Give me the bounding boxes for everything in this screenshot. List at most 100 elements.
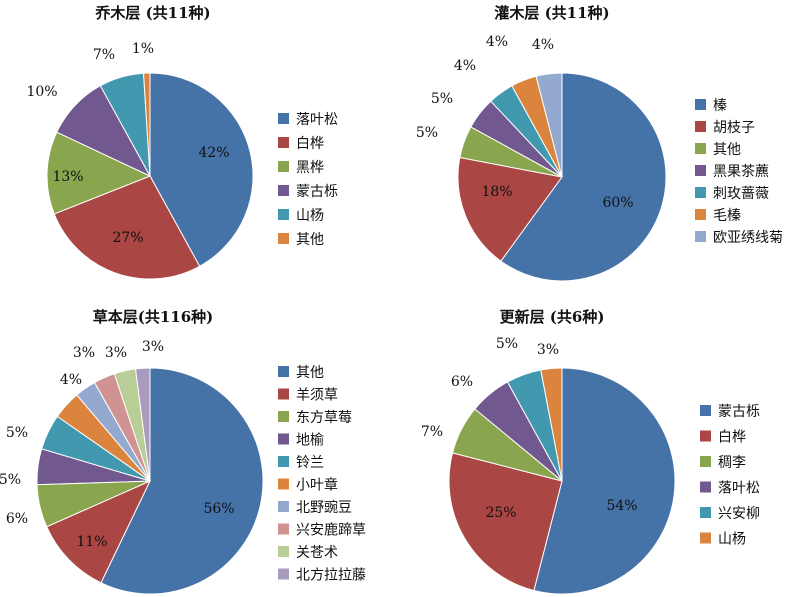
legend-label-7: 北野豌豆 (296, 500, 352, 516)
legend-swatch-2 (695, 121, 706, 132)
slice-label-1: 42% (198, 145, 229, 161)
legend-swatch-5 (278, 456, 289, 467)
legend-label-6: 山杨 (718, 532, 746, 548)
slice-label-1: 54% (606, 498, 637, 514)
slice-label-6: 1% (132, 41, 154, 57)
legend-swatch-8 (278, 523, 289, 535)
legend-label-2: 胡枝子 (713, 120, 755, 136)
legend-label-1: 其他 (296, 365, 324, 381)
slice-label-4: 5% (0, 472, 21, 488)
legend-swatch-3 (278, 161, 289, 172)
slice-label-8: 3% (105, 345, 127, 361)
legend-label-3: 东方草莓 (296, 410, 352, 426)
slice-label-5: 5% (496, 336, 518, 352)
legend-label-7: 欧亚绣线菊 (713, 230, 783, 246)
legend-swatch-6 (278, 233, 289, 244)
slice-label-2: 27% (112, 230, 143, 246)
legend-swatch-1 (695, 99, 706, 110)
pie-chart-2: 灌木层 (共11种) 60% 18% 5% 5% 4% 4% 4% 榛胡枝子其他黑果茶藨刺玫蔷薇… (416, 4, 783, 282)
legend-swatch-5 (278, 209, 289, 220)
legend-swatch-3 (700, 456, 711, 467)
legend-label-1: 榛 (713, 97, 727, 114)
slice-label-3: 5% (416, 125, 438, 141)
pie-slice-2 (457, 156, 563, 262)
chart-title: 更新层 (共6种) (500, 308, 605, 326)
slice-label-4: 10% (26, 84, 57, 100)
slice-label-3: 6% (6, 511, 28, 527)
legend-swatch-1 (278, 366, 289, 377)
slice-label-6: 3% (537, 342, 559, 358)
legend-swatch-4 (700, 481, 711, 493)
legend-label-2: 羊须草 (296, 388, 338, 404)
legend-label-3: 稠李 (718, 455, 746, 471)
legend-label-8: 兴安鹿蹄草 (296, 522, 366, 539)
legend-label-6: 毛榛 (713, 207, 741, 224)
legend-swatch-1 (278, 113, 289, 124)
legend-label-1: 落叶松 (296, 112, 338, 128)
legend-swatch-2 (700, 430, 711, 442)
legend-swatch-2 (278, 137, 289, 148)
pie-slice-2 (53, 175, 201, 280)
slice-label-3: 7% (421, 424, 443, 440)
legend-swatch-5 (695, 187, 706, 198)
slice-label-9: 3% (142, 339, 164, 355)
slice-label-2: 18% (481, 184, 512, 200)
legend-label-4: 落叶松 (718, 481, 760, 497)
pie-slice-1 (533, 367, 676, 595)
legend-swatch-3 (695, 143, 706, 154)
legend-label-6: 其他 (296, 232, 324, 248)
pie-slice-2 (448, 452, 563, 592)
legend-label-2: 白桦 (296, 136, 324, 152)
legend-swatch-7 (278, 501, 289, 512)
slice-label-4: 5% (431, 91, 453, 107)
legend-label-3: 黑桦 (296, 160, 324, 176)
legend-label-6: 小叶章 (296, 477, 338, 494)
pie-slice-7 (535, 72, 563, 178)
legend-swatch-6 (278, 478, 289, 490)
legend-label-5: 山杨 (296, 208, 324, 224)
pie-slice-10 (134, 367, 151, 482)
slice-label-7: 3% (73, 345, 95, 361)
pie-slice-1 (500, 72, 667, 282)
pie-slice-3 (46, 131, 152, 215)
legend-label-5: 刺玫蔷薇 (713, 186, 769, 202)
legend-swatch-2 (278, 388, 289, 400)
legend-swatch-6 (700, 532, 711, 544)
legend-label-4: 黑果茶藨 (713, 164, 769, 180)
legend-label-9: 关苍术 (296, 545, 338, 561)
chart-title: 草本层(共116种) (93, 308, 214, 326)
slice-label-1: 56% (203, 501, 234, 517)
slice-label-2: 11% (76, 534, 107, 550)
slice-label-7: 4% (532, 37, 554, 53)
legend-label-1: 蒙古栎 (718, 404, 760, 420)
slice-label-6: 4% (486, 34, 508, 50)
legend-swatch-10 (278, 568, 289, 580)
pie-slice-1 (100, 367, 264, 595)
slice-label-1: 60% (602, 195, 633, 211)
legend-label-5: 铃兰 (296, 455, 324, 471)
slice-label-6: 4% (60, 372, 82, 388)
slice-label-3: 13% (52, 169, 83, 185)
legend-label-4: 地榆 (296, 433, 324, 449)
legend-swatch-4 (278, 185, 289, 196)
pie-slice-2 (46, 479, 152, 584)
legend-label-5: 兴安柳 (718, 505, 760, 522)
legend-swatch-6 (695, 209, 706, 220)
legend-swatch-4 (695, 165, 706, 176)
legend-label-10: 北方拉拉藤 (296, 568, 366, 584)
slice-label-5: 7% (93, 47, 115, 63)
legend-swatch-5 (700, 507, 711, 518)
legend-swatch-3 (278, 411, 289, 422)
slice-label-4: 6% (451, 374, 473, 390)
slice-label-5: 5% (6, 425, 28, 441)
chart-title: 灌木层 (共11种) (494, 4, 609, 22)
legend-label-2: 白桦 (718, 430, 746, 446)
pie-slice-1 (149, 72, 254, 267)
pie-chart-3: 草本层(共116种) 56% 11% 6% 5% 5% 4% 3% 3% 3% 其他羊须草东方草莓地… (0, 308, 366, 595)
chart-title: 乔木层 (共11种) (94, 4, 210, 22)
legend-swatch-9 (278, 546, 289, 557)
legend-label-4: 蒙古栎 (296, 184, 338, 200)
legend-swatch-4 (278, 433, 289, 445)
